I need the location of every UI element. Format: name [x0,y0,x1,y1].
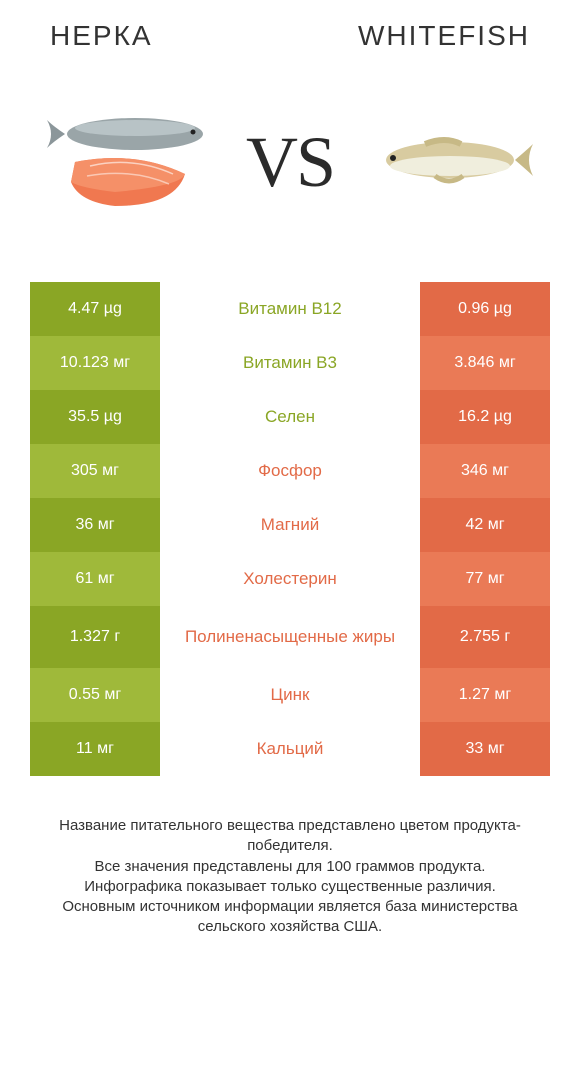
table-row: 35.5 µgСелен16.2 µg [30,390,550,444]
table-row: 4.47 µgВитамин B120.96 µg [30,282,550,336]
footer-line: Название питательного вещества представл… [40,816,540,857]
nutrient-label: Цинк [160,668,420,722]
left-value: 0.55 мг [30,668,160,722]
table-row: 0.55 мгЦинк1.27 мг [30,668,550,722]
nutrient-label: Кальций [160,722,420,776]
nutrient-label: Холестерин [160,552,420,606]
left-value: 10.123 мг [30,336,160,390]
nutrient-label: Магний [160,498,420,552]
left-value: 1.327 г [30,606,160,668]
right-fish-icon [365,102,535,222]
left-value: 35.5 µg [30,390,160,444]
right-value: 1.27 мг [420,668,550,722]
comparison-table: 4.47 µgВитамин B120.96 µg10.123 мгВитами… [30,282,550,776]
table-row: 10.123 мгВитамин B33.846 мг [30,336,550,390]
nutrient-label: Фосфор [160,444,420,498]
table-row: 305 мгФосфор346 мг [30,444,550,498]
table-row: 1.327 гПолиненасыщенные жиры2.755 г [30,606,550,668]
nutrient-label: Селен [160,390,420,444]
left-value: 36 мг [30,498,160,552]
left-value: 11 мг [30,722,160,776]
left-value: 4.47 µg [30,282,160,336]
table-row: 61 мгХолестерин77 мг [30,552,550,606]
table-row: 36 мгМагний42 мг [30,498,550,552]
nutrient-label: Витамин B12 [160,282,420,336]
right-value: 3.846 мг [420,336,550,390]
footer-line: Основным источником информации является … [40,897,540,938]
right-value: 346 мг [420,444,550,498]
footer-line: Инфографика показывает только существенн… [40,877,540,897]
left-fish-icon [45,102,215,222]
right-value: 0.96 µg [420,282,550,336]
right-value: 77 мг [420,552,550,606]
left-value: 305 мг [30,444,160,498]
right-value: 2.755 г [420,606,550,668]
nutrient-label: Витамин B3 [160,336,420,390]
vs-label: VS [246,121,334,204]
left-product-title: НЕРКА [50,20,153,52]
left-value: 61 мг [30,552,160,606]
table-row: 11 мгКальций33 мг [30,722,550,776]
right-value: 42 мг [420,498,550,552]
right-value: 33 мг [420,722,550,776]
footer-notes: Название питательного вещества представл… [30,776,550,938]
footer-line: Все значения представлены для 100 граммо… [40,857,540,877]
header: НЕРКА WHITEFISH [30,20,550,92]
right-value: 16.2 µg [420,390,550,444]
nutrient-label: Полиненасыщенные жиры [160,606,420,668]
vs-row: VS [30,92,550,282]
right-product-title: WHITEFISH [358,20,530,52]
